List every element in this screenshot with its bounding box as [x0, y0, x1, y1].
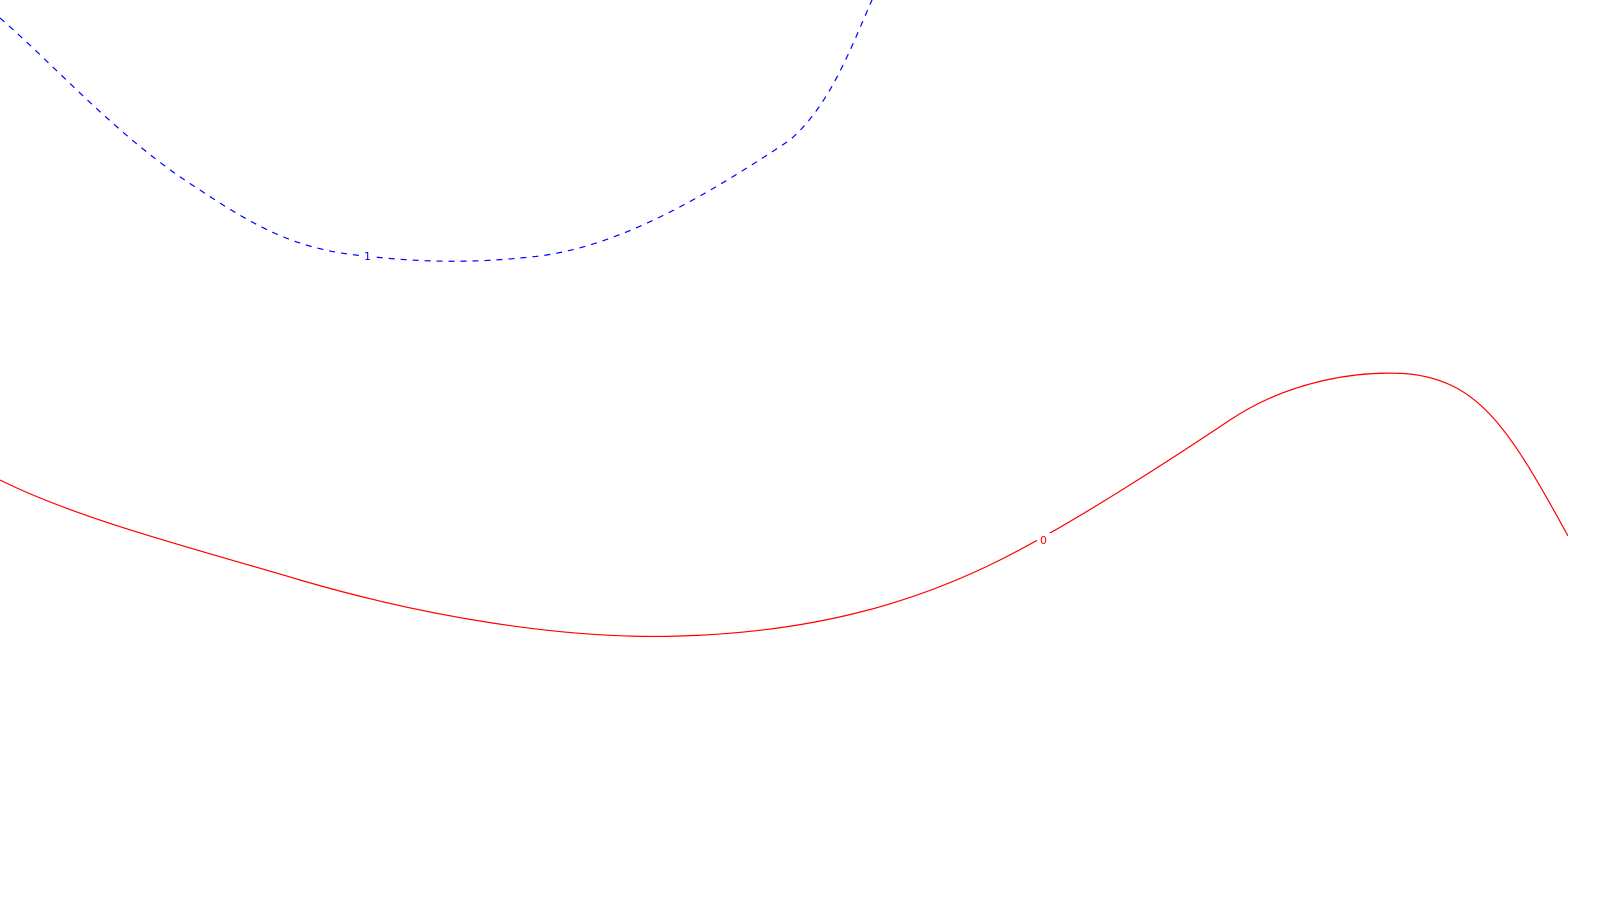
- contour-map: 1 0: [0, 0, 1568, 880]
- contour-label-1-background: [360, 249, 374, 263]
- contour-label-1: 1: [364, 250, 371, 263]
- contour-line-level-0: [0, 372, 1568, 637]
- contour-label-0: 0: [1040, 534, 1047, 547]
- contour-line-level-1: [0, 0, 873, 262]
- contour-label-0-background: [1037, 533, 1051, 547]
- map-background: [0, 0, 1568, 880]
